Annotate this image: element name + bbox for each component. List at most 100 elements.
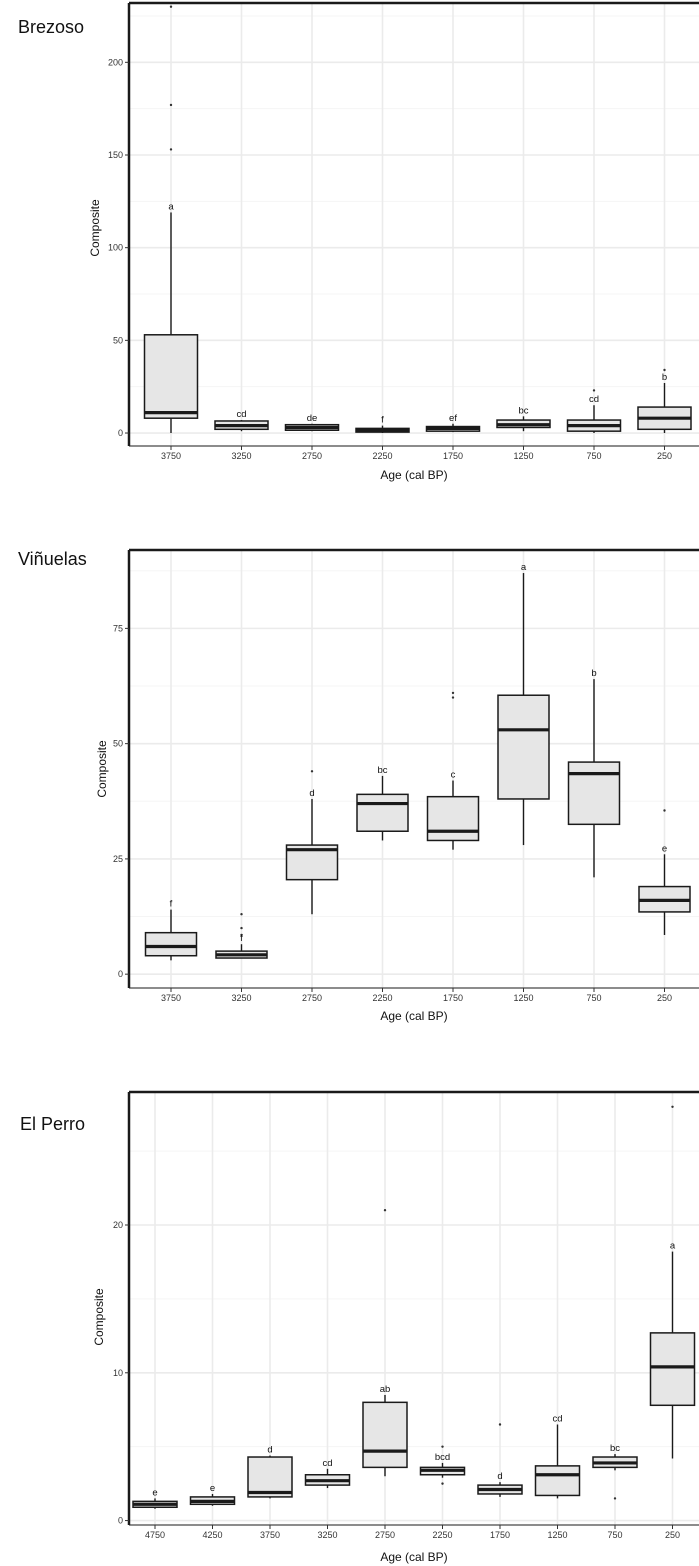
x-tick-label: 4750 [145,1530,165,1540]
y-tick-label: 20 [113,1220,123,1230]
group-letter: cd [236,409,246,420]
x-tick-label: 1250 [513,451,533,461]
box [426,795,480,842]
boxplot-750: bc [592,1443,638,1500]
x-tick-label: 3250 [317,1530,337,1540]
group-letter: bc [610,1443,620,1454]
group-letter: e [152,1487,157,1498]
x-tick-label: 1250 [547,1530,567,1540]
outlier-point [498,1423,502,1426]
outlier-point [240,913,243,916]
boxplot-750: cd [566,389,622,434]
box [247,1456,293,1498]
box [144,931,198,957]
y-tick-label: 200 [108,57,123,67]
group-letter: cd [589,394,599,405]
group-letter: e [210,1483,215,1494]
outlier-point [240,926,243,930]
x-axis-title: Age (cal BP) [380,1550,447,1564]
box [567,761,621,826]
site-title: Viñuelas [18,549,87,569]
y-axis-title: Composite [92,1288,106,1346]
x-tick-label: 2750 [302,451,322,461]
group-letter: d [309,788,314,799]
x-tick-label: 1750 [490,1530,510,1540]
group-letter: bcd [435,1452,450,1463]
panel-brezoso: Brezoso Composite Age (cal BP) 0 50 100 150… [18,1,699,482]
x-tick-label: 3250 [231,451,251,461]
outlier-point [663,809,666,812]
group-letter: c [451,770,456,781]
y-axis-title: Composite [88,199,102,257]
box [497,694,550,800]
y-tick-label: 100 [108,243,123,253]
x-tick-label: 2250 [372,993,392,1003]
outlier-point [169,148,173,151]
x-tick-label: 1250 [513,993,533,1003]
boxplot-250: a [649,1105,696,1459]
outlier-point [240,933,243,937]
box [649,1332,696,1407]
outlier-point [441,1482,444,1485]
site-title: El Perro [20,1114,85,1134]
x-tick-label: 1750 [443,451,463,461]
group-letter: a [670,1241,676,1252]
panel-el-perro: El Perro Composite Age (cal BP) 0 10 20 475… [20,1090,699,1564]
boxplot-3250: cd [304,1458,351,1489]
group-letter: f [240,933,243,944]
boxplot-4250: e [189,1483,236,1506]
group-letter: ab [380,1384,391,1395]
x-tick-label: 2750 [302,993,322,1003]
x-tick-label: 250 [657,451,672,461]
outlier-point [383,1209,387,1212]
x-tick-label: 750 [586,993,601,1003]
y-tick-label: 10 [113,1368,123,1378]
boxplot-1250: cd [534,1414,581,1499]
group-letter: bc [518,405,528,416]
x-axis-title: Age (cal BP) [380,1009,447,1023]
boxplot-1250: bc [496,405,551,432]
boxplot-250: e [638,809,691,935]
box [356,793,409,832]
group-letter: d [497,1471,502,1482]
outlier-point [451,691,455,695]
outlier-point [441,1445,444,1448]
boxplot-3250: f [215,913,268,959]
outlier-point [613,1497,617,1500]
x-tick-label: 3250 [231,993,251,1003]
x-tick-label: 3750 [161,993,181,1003]
boxplot-3250: cd [214,409,269,432]
boxplot-3750: d [247,1445,293,1499]
y-axis-title: Composite [95,740,109,798]
group-letter: b [662,372,667,383]
y-tick-label: 0 [118,428,123,438]
outlier-point [451,696,455,699]
y-tick-label: 150 [108,150,123,160]
group-letter: f [381,415,384,426]
boxplot-2750: d [285,770,339,915]
boxplot-1750: d [477,1423,523,1497]
outlier-point [671,1105,674,1108]
site-title: Brezoso [18,17,84,37]
x-tick-label: 1750 [443,993,463,1003]
boxplot-2250: bcd [419,1445,466,1485]
x-tick-label: 250 [657,993,672,1003]
group-letter: cd [552,1414,562,1425]
x-axis-title: Age (cal BP) [380,468,447,482]
y-tick-label: 75 [113,623,123,633]
grid [129,3,699,446]
boxplot-2750: de [284,413,340,432]
x-tick-label: 2750 [375,1530,395,1540]
boxplot-2250: bc [356,765,409,841]
group-letter: ef [449,413,457,424]
x-tick-label: 2250 [432,1530,452,1540]
x-tick-label: 750 [607,1530,622,1540]
boxplot-3750: f [144,899,198,961]
boxplot-1750: ef [425,413,481,433]
x-tick-label: 4250 [202,1530,222,1540]
boxplot-3750: a [143,5,199,434]
grid [129,550,699,988]
group-letter: e [662,843,667,854]
outlier-point [169,103,173,107]
